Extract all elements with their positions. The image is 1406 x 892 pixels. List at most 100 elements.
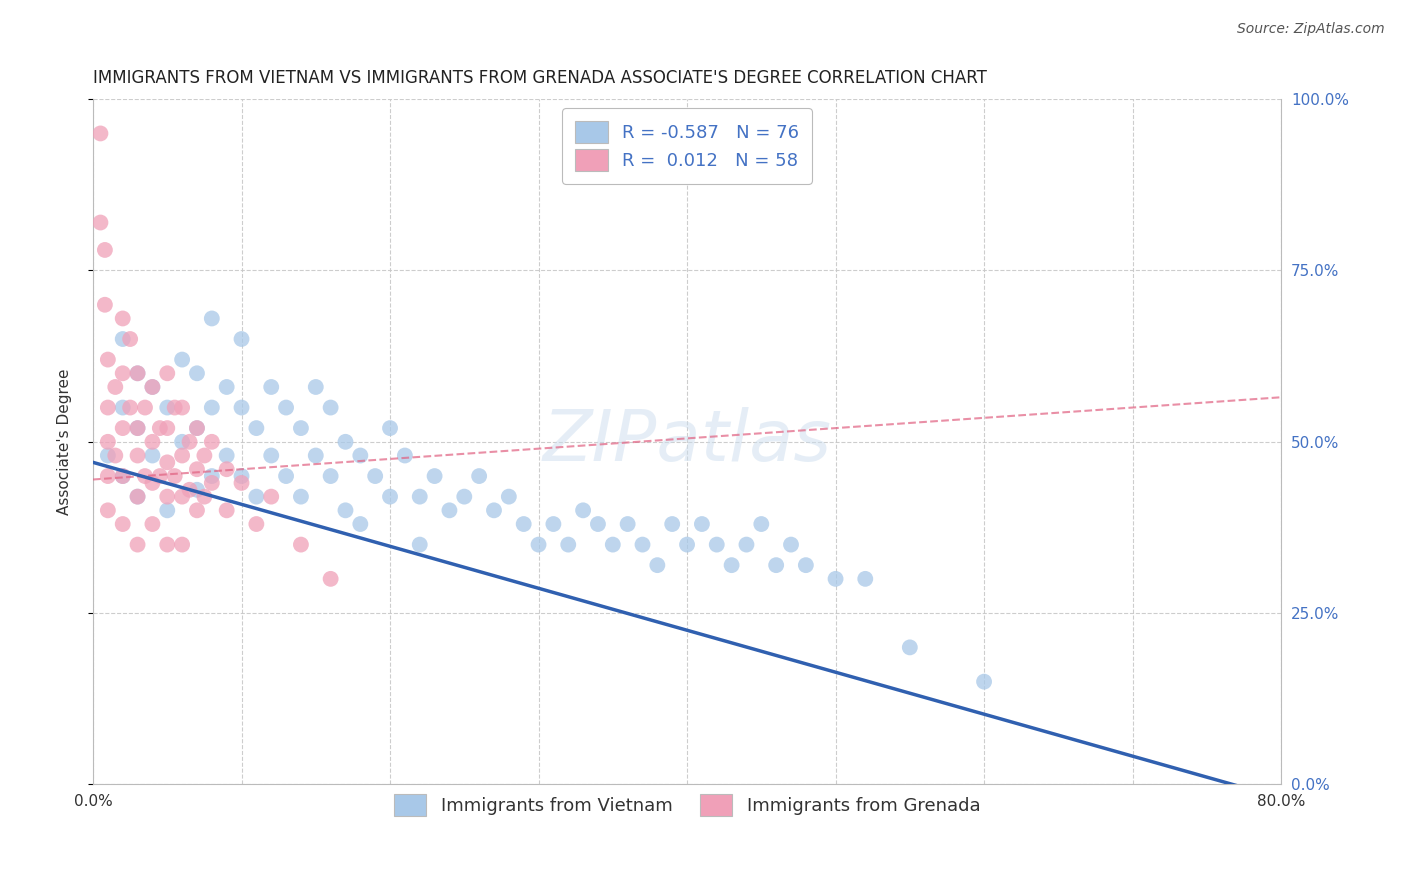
Point	[765, 558, 787, 573]
Point	[824, 572, 846, 586]
Point	[111, 469, 134, 483]
Point	[423, 469, 446, 483]
Point	[156, 455, 179, 469]
Point	[245, 421, 267, 435]
Text: ZIPatlas: ZIPatlas	[543, 408, 831, 476]
Point	[104, 380, 127, 394]
Point	[149, 421, 172, 435]
Point	[231, 469, 253, 483]
Point	[94, 243, 117, 257]
Point	[156, 421, 179, 435]
Point	[319, 401, 342, 415]
Text: IMMIGRANTS FROM VIETNAM VS IMMIGRANTS FROM GRENADA ASSOCIATE'S DEGREE CORRELATIO: IMMIGRANTS FROM VIETNAM VS IMMIGRANTS FR…	[93, 69, 987, 87]
Point	[134, 401, 156, 415]
Point	[735, 538, 758, 552]
Point	[215, 449, 238, 463]
Point	[186, 503, 208, 517]
Point	[661, 516, 683, 531]
Text: Source: ZipAtlas.com: Source: ZipAtlas.com	[1237, 22, 1385, 37]
Point	[111, 311, 134, 326]
Point	[305, 449, 328, 463]
Point	[260, 380, 283, 394]
Point	[111, 366, 134, 380]
Point	[201, 311, 224, 326]
Point	[141, 516, 163, 531]
Point	[120, 332, 142, 346]
Point	[97, 401, 120, 415]
Point	[319, 572, 342, 586]
Point	[231, 332, 253, 346]
Point	[156, 401, 179, 415]
Point	[141, 449, 163, 463]
Point	[163, 401, 186, 415]
Point	[111, 401, 134, 415]
Point	[141, 434, 163, 449]
Point	[409, 490, 432, 504]
Point	[104, 449, 127, 463]
Y-axis label: Associate's Degree: Associate's Degree	[58, 368, 72, 515]
Point	[720, 558, 742, 573]
Point	[215, 503, 238, 517]
Point	[97, 352, 120, 367]
Point	[245, 516, 267, 531]
Point	[274, 401, 297, 415]
Point	[186, 462, 208, 476]
Point	[201, 475, 224, 490]
Point	[141, 380, 163, 394]
Point	[186, 366, 208, 380]
Point	[193, 490, 215, 504]
Point	[631, 538, 654, 552]
Point	[527, 538, 550, 552]
Point	[172, 352, 194, 367]
Point	[794, 558, 817, 573]
Point	[134, 469, 156, 483]
Point	[690, 516, 713, 531]
Point	[156, 503, 179, 517]
Point	[378, 490, 401, 504]
Point	[482, 503, 505, 517]
Point	[898, 640, 921, 655]
Point	[409, 538, 432, 552]
Point	[97, 449, 120, 463]
Point	[111, 516, 134, 531]
Point	[231, 475, 253, 490]
Point	[586, 516, 609, 531]
Point	[156, 490, 179, 504]
Point	[245, 490, 267, 504]
Point	[111, 332, 134, 346]
Point	[201, 469, 224, 483]
Point	[215, 462, 238, 476]
Point	[141, 475, 163, 490]
Point	[89, 127, 111, 141]
Point	[141, 380, 163, 394]
Point	[543, 516, 565, 531]
Point	[602, 538, 624, 552]
Point	[97, 434, 120, 449]
Point	[676, 538, 699, 552]
Point	[179, 434, 201, 449]
Point	[557, 538, 579, 552]
Point	[94, 298, 117, 312]
Point	[172, 490, 194, 504]
Point	[172, 401, 194, 415]
Point	[394, 449, 416, 463]
Point	[647, 558, 669, 573]
Point	[127, 538, 149, 552]
Point	[127, 366, 149, 380]
Point	[260, 490, 283, 504]
Point	[149, 469, 172, 483]
Point	[156, 366, 179, 380]
Point	[215, 380, 238, 394]
Point	[349, 516, 371, 531]
Point	[290, 421, 312, 435]
Point	[453, 490, 475, 504]
Point	[111, 469, 134, 483]
Point	[439, 503, 461, 517]
Point	[498, 490, 520, 504]
Point	[335, 434, 357, 449]
Point	[274, 469, 297, 483]
Point	[706, 538, 728, 552]
Point	[780, 538, 803, 552]
Point	[201, 401, 224, 415]
Point	[853, 572, 876, 586]
